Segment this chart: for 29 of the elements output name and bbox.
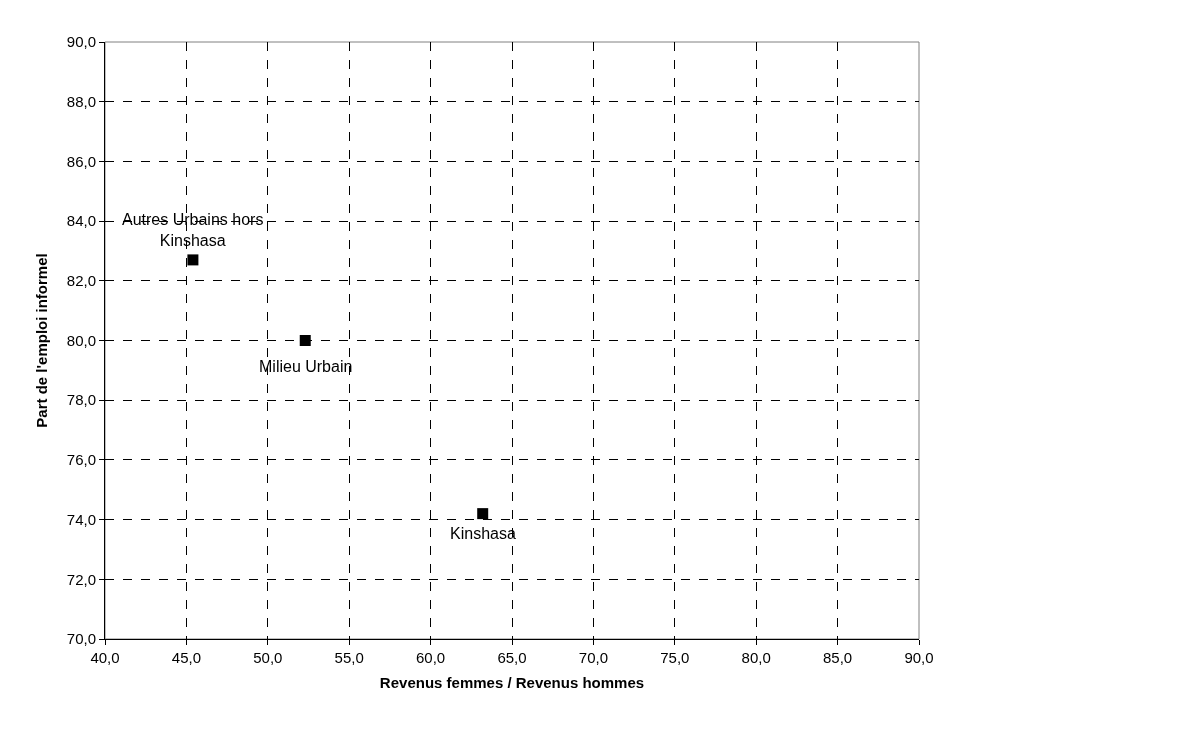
point: [299, 335, 311, 346]
x-tick-label: 50,0: [253, 649, 283, 666]
x-tick-label: 55,0: [334, 649, 364, 666]
y-tick-label: 80,0: [66, 331, 96, 349]
x-tick-label: 45,0: [171, 649, 201, 666]
y-tick-label: 88,0: [66, 92, 96, 110]
y-tick-label: 86,0: [66, 152, 96, 170]
x-tick-label: 80,0: [741, 649, 771, 666]
point: [477, 508, 489, 520]
x-tick-label: 40,0: [90, 649, 120, 666]
y-axis-title: Part de l'emploi informel: [33, 253, 51, 428]
y-tick-label: 72,0: [66, 570, 96, 588]
y-tick-label: 70,0: [66, 630, 96, 648]
x-axis-title: Revenus femmes / Revenus hommes: [379, 674, 645, 691]
y-tick-label: 84,0: [66, 212, 96, 230]
point: [187, 254, 199, 266]
annotation: Kinshasa: [450, 525, 516, 542]
x-tick-label: 85,0: [823, 649, 853, 666]
annotation: Milieu Urbain: [259, 358, 353, 375]
x-tick-label: 90,0: [904, 649, 934, 666]
x-tick-label: 65,0: [497, 649, 527, 666]
x-tick-label: 70,0: [578, 649, 608, 666]
y-tick-label: 78,0: [66, 391, 96, 409]
y-tick-label: 74,0: [66, 510, 96, 528]
y-tick-label: 90,0: [66, 33, 96, 51]
x-tick-label: 75,0: [660, 649, 690, 666]
x-tick-label: 60,0: [416, 649, 446, 666]
y-tick-label: 76,0: [66, 451, 96, 469]
y-tick-label: 82,0: [66, 272, 96, 290]
